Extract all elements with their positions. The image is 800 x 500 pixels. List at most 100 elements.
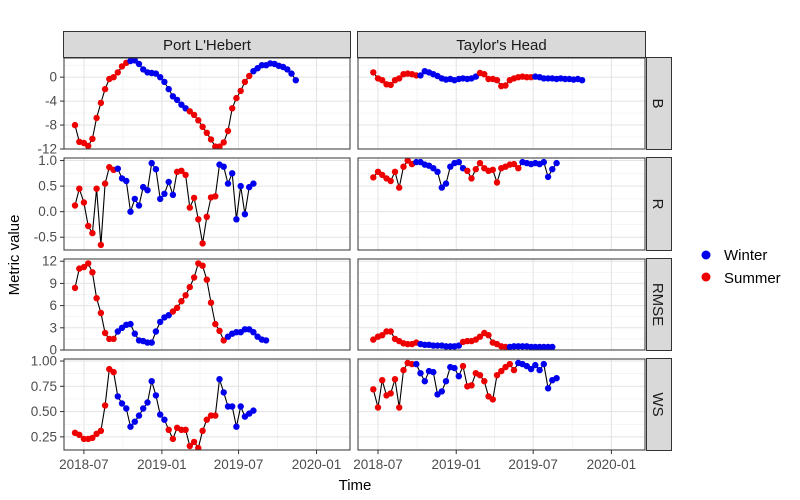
data-point-summer [97, 309, 105, 317]
data-point-winter [131, 195, 138, 203]
data-point-summer [190, 194, 198, 202]
y-tick-label: 0.0 [38, 204, 57, 219]
x-tick-label: 2020-01 [292, 457, 342, 472]
data-point-summer [212, 412, 219, 419]
data-point-summer [498, 367, 505, 375]
data-point-winter [421, 378, 428, 385]
y-tick-label: 0.50 [31, 404, 57, 419]
data-point-winter [131, 418, 138, 425]
panel-port-l-hebert-b [63, 57, 351, 150]
y-tick-label: -8 [45, 118, 57, 133]
panel-taylor-s-head-ws [357, 358, 646, 451]
data-point-winter [148, 339, 155, 346]
data-point-summer [476, 159, 484, 167]
y-tick-label: -0.5 [34, 230, 57, 245]
data-point-winter [169, 191, 177, 198]
data-point-winter [553, 375, 560, 382]
data-point-winter [455, 158, 462, 166]
data-point-summer [97, 427, 105, 434]
data-point-winter [540, 360, 547, 368]
data-point-winter [135, 412, 143, 419]
data-point-summer [203, 416, 210, 423]
data-point-summer [387, 328, 394, 335]
panel-plot-area [64, 158, 350, 250]
data-point-summer [178, 298, 185, 305]
data-point-summer [89, 269, 96, 276]
legend-winter-label: Winter [724, 247, 767, 264]
data-point-summer [203, 129, 210, 136]
data-point-winter [292, 77, 299, 84]
data-point-summer [186, 108, 193, 115]
data-point-winter [262, 337, 270, 344]
data-point-winter [135, 60, 143, 68]
data-point-winter [152, 70, 160, 77]
data-point-summer [396, 184, 403, 191]
data-point-summer [216, 327, 223, 334]
data-point-summer [370, 174, 377, 181]
data-point-summer [220, 337, 227, 344]
legend-summer-swatch [701, 272, 711, 282]
data-point-summer [71, 121, 79, 129]
data-point-summer [93, 114, 100, 122]
y-tick-label: 0.25 [31, 429, 57, 444]
data-point-winter [144, 187, 151, 194]
series-line-port-l-hebert-r [74, 161, 254, 245]
panel-border [357, 358, 646, 451]
data-point-winter [165, 85, 172, 93]
data-point-summer [396, 404, 403, 411]
data-point-winter [417, 370, 424, 377]
data-point-winter [250, 407, 257, 414]
data-point-winter [578, 77, 586, 84]
data-point-summer [233, 94, 240, 102]
data-point-winter [123, 177, 130, 185]
data-point-winter [455, 373, 462, 380]
data-point-summer [85, 222, 92, 230]
data-point-winter [250, 180, 257, 187]
panel-border [63, 57, 351, 150]
data-point-winter [152, 166, 160, 173]
panel-plot-area [64, 58, 350, 149]
data-point-winter [157, 411, 164, 418]
y-tick-label: 3 [49, 320, 57, 335]
data-point-winter [216, 376, 223, 383]
data-point-winter [148, 159, 155, 167]
strip-taylors-head: Taylor's Head [456, 37, 546, 54]
panel-plot-area [64, 259, 350, 350]
data-point-summer [216, 143, 223, 149]
y-tick-label: 0 [49, 70, 57, 85]
data-point-summer [110, 335, 117, 343]
data-point-summer [476, 333, 484, 340]
data-point-winter [417, 72, 424, 79]
data-point-summer [182, 426, 189, 433]
data-point-winter [220, 389, 227, 396]
data-point-summer [493, 372, 501, 379]
data-point-winter [553, 159, 560, 167]
data-point-winter [135, 202, 143, 209]
strip-b: B [649, 98, 666, 108]
data-point-winter [157, 74, 164, 81]
data-point-summer [93, 185, 100, 192]
data-point-summer [212, 193, 219, 200]
data-point-winter [544, 173, 552, 181]
data-point-winter [178, 101, 185, 108]
data-point-winter [152, 328, 160, 335]
data-point-summer [207, 299, 215, 306]
data-point-summer [489, 166, 496, 173]
y-tick-label: 0 [49, 343, 57, 358]
data-point-winter [241, 211, 249, 218]
y-tick-label: -4 [45, 94, 57, 109]
data-point-summer [224, 127, 232, 135]
data-point-winter [127, 208, 134, 215]
data-point-summer [207, 136, 215, 143]
data-point-summer [396, 75, 403, 82]
data-point-summer [182, 292, 189, 299]
y-tick-label: -12 [37, 142, 57, 157]
data-point-summer [391, 376, 399, 383]
data-point-summer [199, 240, 206, 247]
data-point-summer [76, 185, 83, 192]
data-point-summer [476, 372, 484, 379]
data-point-summer [220, 139, 227, 146]
data-point-summer [80, 199, 88, 206]
data-point-winter [131, 330, 138, 337]
panel-taylor-s-head-rmse [357, 258, 646, 351]
